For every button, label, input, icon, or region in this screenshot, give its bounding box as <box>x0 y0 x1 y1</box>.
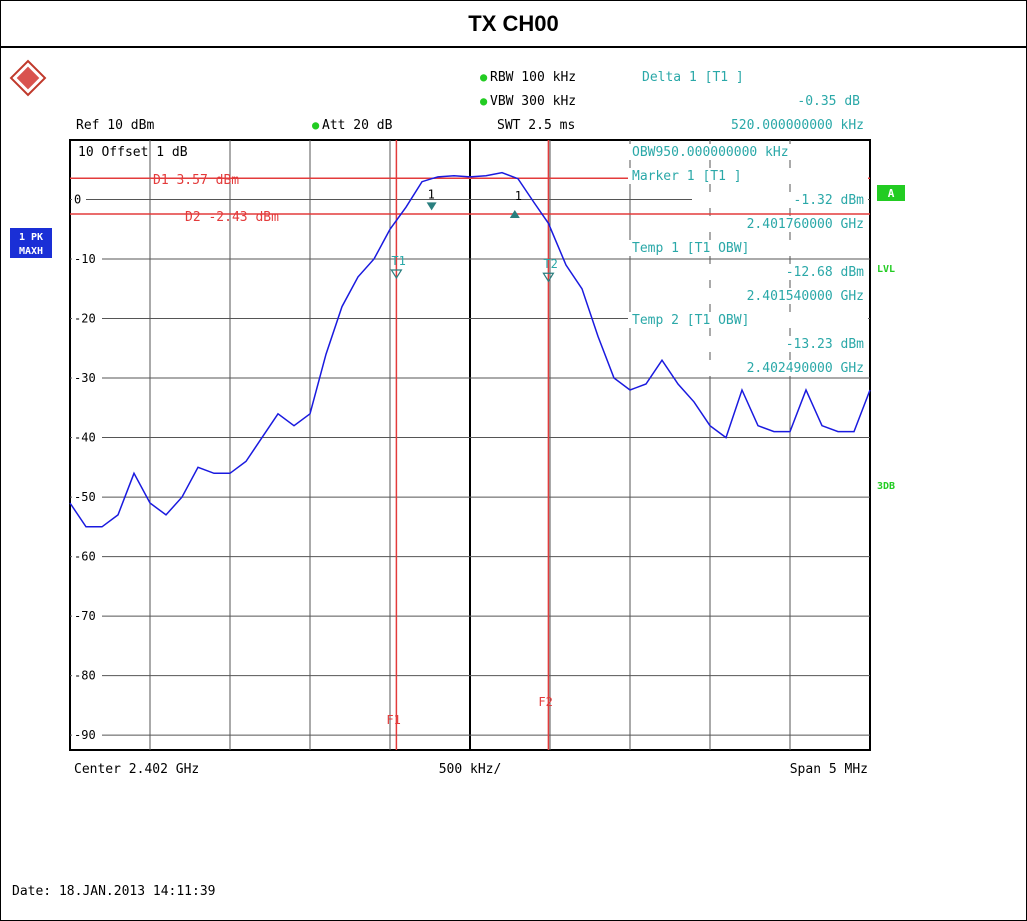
header-params: Ref 10 dBm ● Att 20 dB ● RBW 100 kHz ● V… <box>76 70 864 133</box>
y-tick-label-0: 0 <box>74 193 81 207</box>
marker-1-label: 1 <box>428 187 435 201</box>
badge-3db: 3DB <box>877 481 895 492</box>
sweep-time: SWT 2.5 ms <box>497 118 575 133</box>
title-bar: TX CH00 <box>1 1 1026 48</box>
y-tick-label-7: -70 <box>74 609 96 623</box>
marker-info-row-5: -12.68 dBm <box>786 265 864 280</box>
trace-badge-line2: MAXH <box>19 246 43 257</box>
page-title: TX CH00 <box>468 11 559 36</box>
svg-text:●: ● <box>480 70 488 84</box>
delta-label: Delta 1 [T1 ] <box>642 70 744 85</box>
y-tick-bg-6 <box>72 549 102 564</box>
trace-line <box>69 171 871 528</box>
marker-info-bg-2 <box>692 192 868 208</box>
attenuation: Att 20 dB <box>322 118 393 133</box>
rbw: RBW 100 kHz <box>490 70 576 85</box>
delta-freq: 520.000000000 kHz <box>731 118 864 133</box>
badge-lvl: LVL <box>877 264 895 275</box>
marker-info-row-0: OBW950.000000000 kHz <box>632 145 789 160</box>
marker-symbols: 1 1 T1 T2 F1 F2 <box>386 187 557 727</box>
t1-symbol <box>390 269 403 280</box>
span: Span 5 MHz <box>790 762 868 777</box>
marker-info-row-4: Temp 1 [T1 OBW] <box>632 241 749 256</box>
d2-label: D2 -2.43 dBm <box>185 210 279 225</box>
rs-logo <box>9 59 47 97</box>
f2-label: F2 <box>538 695 552 709</box>
marker-info-bg-3 <box>692 216 868 232</box>
marker-info-row-8: -13.23 dBm <box>786 337 864 352</box>
delta-marker-symbol <box>509 209 520 218</box>
badge-a: A <box>888 187 895 200</box>
marker-info-panel: OBW950.000000000 kHz Marker 1 [T1 ] -1.32 … <box>628 144 868 376</box>
y-tick-bg-5 <box>72 490 102 505</box>
marker-info-row-9: 2.402490000 GHz <box>747 361 864 376</box>
y-tick-bg-1 <box>72 252 102 267</box>
date-stamp: Date: 18.JAN.2013 14:11:39 <box>12 884 216 899</box>
per-div: 500 kHz/ <box>439 762 502 777</box>
delta-marker-label: 1 <box>515 189 522 203</box>
f1-label: F1 <box>386 713 400 727</box>
t2-symbol <box>542 272 555 283</box>
marker-info-bg-4 <box>628 240 868 256</box>
svg-text:●: ● <box>312 118 320 132</box>
t2-label: T2 <box>543 257 557 271</box>
marker-info-bg-8 <box>692 336 868 352</box>
y-tick-label-6: -60 <box>74 550 96 564</box>
t1-label: T1 <box>391 254 405 268</box>
offset-label: 10 Offset 1 dB <box>78 145 188 160</box>
d1-label: D1 3.57 dBm <box>153 173 239 188</box>
trace-badge: 1 PK MAXH <box>10 228 52 258</box>
marker-info-bg-1 <box>628 168 868 184</box>
marker-1-symbol <box>426 202 437 211</box>
footer: Center 2.402 GHz 500 kHz/ Span 5 MHz Dat… <box>12 762 868 899</box>
y-tick-label-8: -80 <box>74 669 96 683</box>
y-tick-label-2: -20 <box>74 312 96 326</box>
y-tick-label-5: -50 <box>74 490 96 504</box>
ref-level: Ref 10 dBm <box>76 118 154 133</box>
marker-info-row-6: 2.401540000 GHz <box>747 289 864 304</box>
marker-info-bg-7 <box>628 312 868 328</box>
y-tick-label-4: -40 <box>74 431 96 445</box>
marker-info-bg-0 <box>628 144 868 160</box>
vbw: VBW 300 kHz <box>490 94 576 109</box>
delta-db: -0.35 dB <box>797 94 860 109</box>
marker-info-row-1: Marker 1 [T1 ] <box>632 169 742 184</box>
svg-text:●: ● <box>480 94 488 108</box>
marker-info-row-7: Temp 2 [T1 OBW] <box>632 313 749 328</box>
marker-info-bg-5 <box>692 264 868 280</box>
y-tick-bg-8 <box>72 668 102 683</box>
y-tick-labels: 0 -10 -20 -30 -40 -50 -60 -70 -80 -90 <box>72 192 102 743</box>
y-tick-bg-7 <box>72 609 102 624</box>
y-tick-label-9: -90 <box>74 728 96 742</box>
marker-info-row-3: 2.401760000 GHz <box>747 217 864 232</box>
badge-a-bg <box>877 185 905 201</box>
y-tick-bg-2 <box>72 311 102 326</box>
y-tick-label-3: -30 <box>74 371 96 385</box>
marker-info-row-2: -1.32 dBm <box>794 193 865 208</box>
y-tick-bg-4 <box>72 430 102 445</box>
y-tick-bg-3 <box>72 371 102 386</box>
marker-info-bg-6 <box>692 288 868 304</box>
center-freq: Center 2.402 GHz <box>74 762 199 777</box>
trace-badge-line1: 1 PK <box>19 232 43 243</box>
marker-info-bg-9 <box>692 360 868 376</box>
y-tick-label-1: -10 <box>74 252 96 266</box>
y-tick-bg-9 <box>72 728 102 743</box>
y-tick-bg-0 <box>72 192 86 207</box>
